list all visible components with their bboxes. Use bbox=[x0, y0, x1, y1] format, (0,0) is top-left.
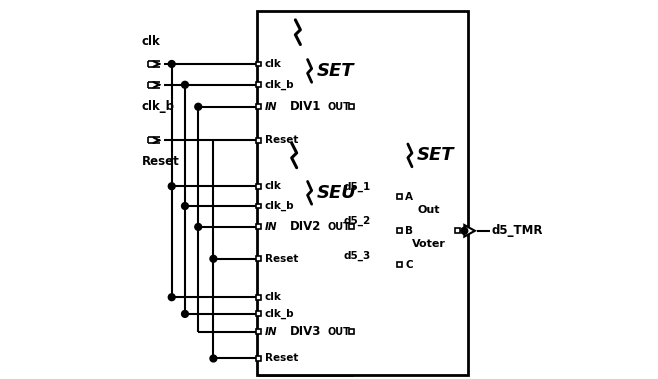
Bar bbox=[397, 262, 401, 268]
Bar bbox=[257, 138, 261, 143]
Bar bbox=[257, 256, 261, 261]
Text: SET: SET bbox=[316, 62, 354, 80]
Text: Reset: Reset bbox=[265, 354, 298, 363]
Circle shape bbox=[195, 103, 201, 110]
Text: Voter: Voter bbox=[411, 239, 445, 249]
Text: d5_2: d5_2 bbox=[343, 216, 370, 227]
Text: C: C bbox=[405, 260, 413, 270]
Bar bbox=[349, 104, 354, 109]
Bar bbox=[257, 356, 261, 361]
Text: IN: IN bbox=[265, 222, 278, 232]
Text: IN: IN bbox=[265, 327, 278, 337]
Text: OUT: OUT bbox=[327, 102, 350, 112]
Circle shape bbox=[182, 81, 188, 88]
Circle shape bbox=[195, 224, 201, 230]
Bar bbox=[397, 228, 401, 233]
Bar bbox=[397, 194, 401, 199]
Text: A: A bbox=[405, 192, 413, 202]
Bar bbox=[257, 104, 261, 109]
Circle shape bbox=[182, 203, 188, 210]
Bar bbox=[455, 228, 461, 233]
Bar bbox=[257, 312, 261, 316]
Bar bbox=[257, 61, 261, 66]
Polygon shape bbox=[465, 225, 475, 236]
Text: SEU: SEU bbox=[316, 184, 357, 202]
Text: Reset: Reset bbox=[265, 254, 298, 264]
Bar bbox=[259, 169, 352, 279]
Bar bbox=[257, 184, 261, 189]
Bar bbox=[257, 11, 468, 375]
Text: OUT: OUT bbox=[327, 327, 350, 337]
Text: Out: Out bbox=[417, 205, 440, 215]
Text: DIV1: DIV1 bbox=[290, 100, 321, 113]
Text: clk: clk bbox=[265, 292, 282, 302]
Text: clk: clk bbox=[265, 59, 282, 69]
Text: d5_TMR: d5_TMR bbox=[492, 224, 543, 237]
Text: DIV3: DIV3 bbox=[290, 325, 321, 338]
Bar bbox=[259, 282, 352, 375]
Bar bbox=[257, 329, 261, 334]
Bar bbox=[257, 224, 261, 229]
Text: clk: clk bbox=[265, 181, 282, 191]
Bar bbox=[259, 45, 352, 161]
Text: IN: IN bbox=[265, 102, 278, 112]
Bar bbox=[257, 82, 261, 87]
Bar bbox=[349, 224, 354, 229]
Bar bbox=[399, 176, 458, 290]
Bar bbox=[349, 329, 354, 334]
Circle shape bbox=[461, 227, 468, 234]
Text: Reset: Reset bbox=[265, 135, 298, 145]
Text: clk_b: clk_b bbox=[141, 100, 174, 113]
Text: B: B bbox=[405, 226, 413, 236]
Circle shape bbox=[168, 61, 175, 67]
Text: clk_b: clk_b bbox=[265, 80, 295, 90]
Circle shape bbox=[168, 183, 175, 190]
Bar bbox=[257, 295, 261, 300]
Text: DIV2: DIV2 bbox=[290, 221, 321, 233]
Text: d5_3: d5_3 bbox=[343, 250, 370, 261]
Circle shape bbox=[168, 294, 175, 301]
Text: OUT: OUT bbox=[327, 222, 350, 232]
Text: clk: clk bbox=[141, 35, 160, 48]
Text: SET: SET bbox=[417, 146, 454, 164]
Circle shape bbox=[210, 355, 217, 362]
Text: d5_1: d5_1 bbox=[343, 182, 370, 193]
Circle shape bbox=[182, 310, 188, 317]
Bar bbox=[257, 204, 261, 208]
Text: clk_b: clk_b bbox=[265, 201, 295, 211]
Circle shape bbox=[210, 255, 217, 262]
Text: clk_b: clk_b bbox=[265, 309, 295, 319]
Text: Reset: Reset bbox=[141, 155, 179, 168]
